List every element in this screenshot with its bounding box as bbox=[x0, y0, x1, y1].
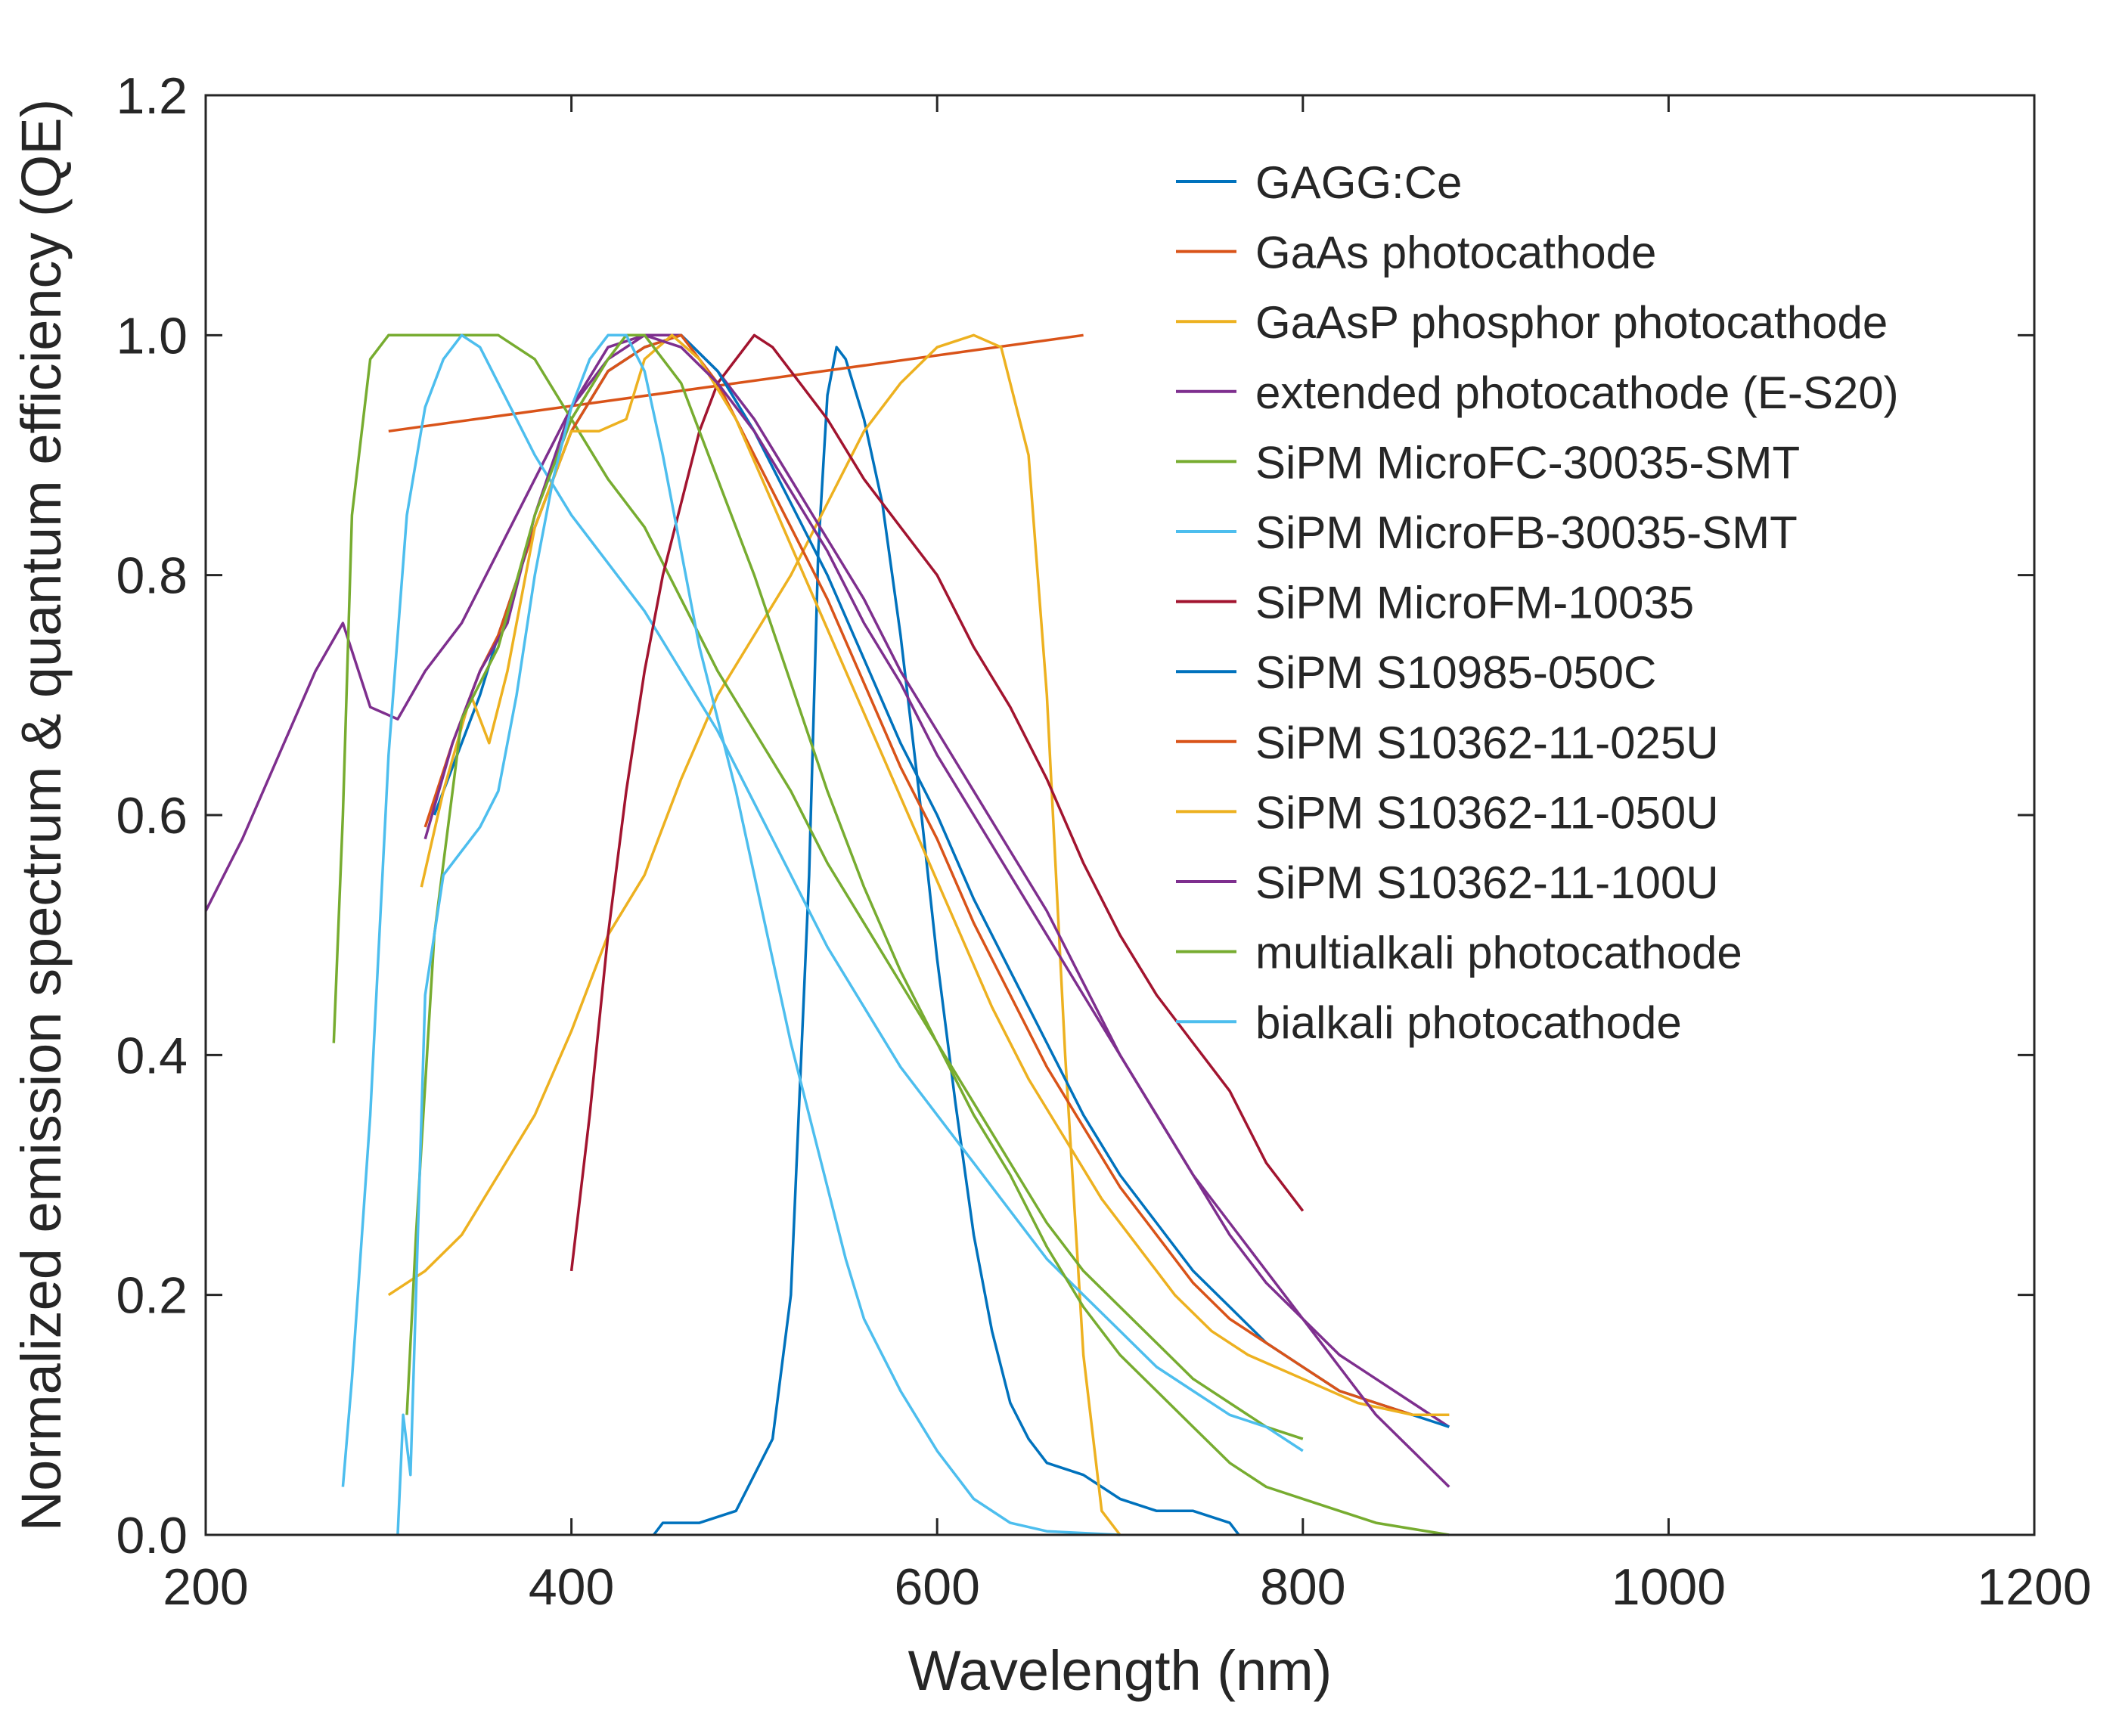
x-tick-label: 400 bbox=[529, 1558, 614, 1616]
series-line-5 bbox=[341, 333, 1304, 1487]
y-tick-label: 0.6 bbox=[116, 787, 188, 845]
series-line-11 bbox=[405, 333, 1450, 1536]
legend-label: SiPM S10362-11-025U bbox=[1255, 718, 1719, 768]
plot-lines bbox=[204, 333, 1450, 1536]
legend-label: SiPM MicroFB-30035-SMT bbox=[1255, 507, 1798, 558]
series-line-10 bbox=[423, 333, 1450, 1488]
x-tick-label: 600 bbox=[894, 1558, 979, 1616]
series-line-6 bbox=[569, 333, 1305, 1272]
legend-label: multialkali photocathode bbox=[1255, 928, 1742, 978]
x-tick-label: 800 bbox=[1260, 1558, 1345, 1616]
series-line-1 bbox=[388, 333, 1084, 433]
series-line-3 bbox=[204, 333, 1450, 1428]
legend-label: bialkali photocathode bbox=[1255, 997, 1682, 1048]
series-line-4 bbox=[332, 333, 1304, 1440]
y-tick-label: 1.2 bbox=[116, 67, 188, 125]
tick-labels: 200 400 600 800 1000 1200 0.0 0.2 0.4 0.6 0.8 1.0 1.… bbox=[116, 67, 2091, 1616]
y-tick-label: 0.4 bbox=[116, 1027, 188, 1084]
legend-label: SiPM MicroFC-30035-SMT bbox=[1255, 437, 1800, 488]
x-axis-label: Wavelength (nm) bbox=[908, 1639, 1333, 1702]
plot-frame bbox=[204, 94, 2036, 1536]
legend-label: SiPM MicroFM-10035 bbox=[1255, 578, 1694, 628]
legend-label: extended photocathode (E-S20) bbox=[1255, 367, 1899, 418]
legend-label: GAGG:Ce bbox=[1255, 157, 1462, 208]
series-line-9 bbox=[420, 333, 1450, 1417]
legend-label: GaAs photocathode bbox=[1255, 228, 1656, 278]
x-tick-label: 1000 bbox=[1612, 1558, 1726, 1616]
y-axis-label: Normalized emission spectrum & quantum e… bbox=[10, 99, 73, 1532]
x-tick-label: 200 bbox=[163, 1558, 248, 1616]
series-line-12 bbox=[396, 333, 1121, 1536]
x-tick-label: 1200 bbox=[1977, 1558, 2091, 1616]
y-tick-label: 0.8 bbox=[116, 547, 188, 605]
y-tick-label: 0.0 bbox=[116, 1507, 188, 1564]
series-line-0 bbox=[653, 346, 1240, 1536]
y-tick-label: 1.0 bbox=[116, 307, 188, 364]
y-tick-label: 0.2 bbox=[116, 1267, 188, 1325]
legend-label: SiPM S10362-11-050U bbox=[1255, 787, 1719, 838]
legend-label: SiPM S10362-11-100U bbox=[1255, 857, 1719, 908]
legend-label: SiPM S10985-050C bbox=[1255, 647, 1656, 698]
legend: GAGG:Ce GaAs photocathode GaAsP phosphor p… bbox=[1176, 157, 1899, 1048]
legend-label: GaAsP phosphor photocathode bbox=[1255, 297, 1888, 348]
